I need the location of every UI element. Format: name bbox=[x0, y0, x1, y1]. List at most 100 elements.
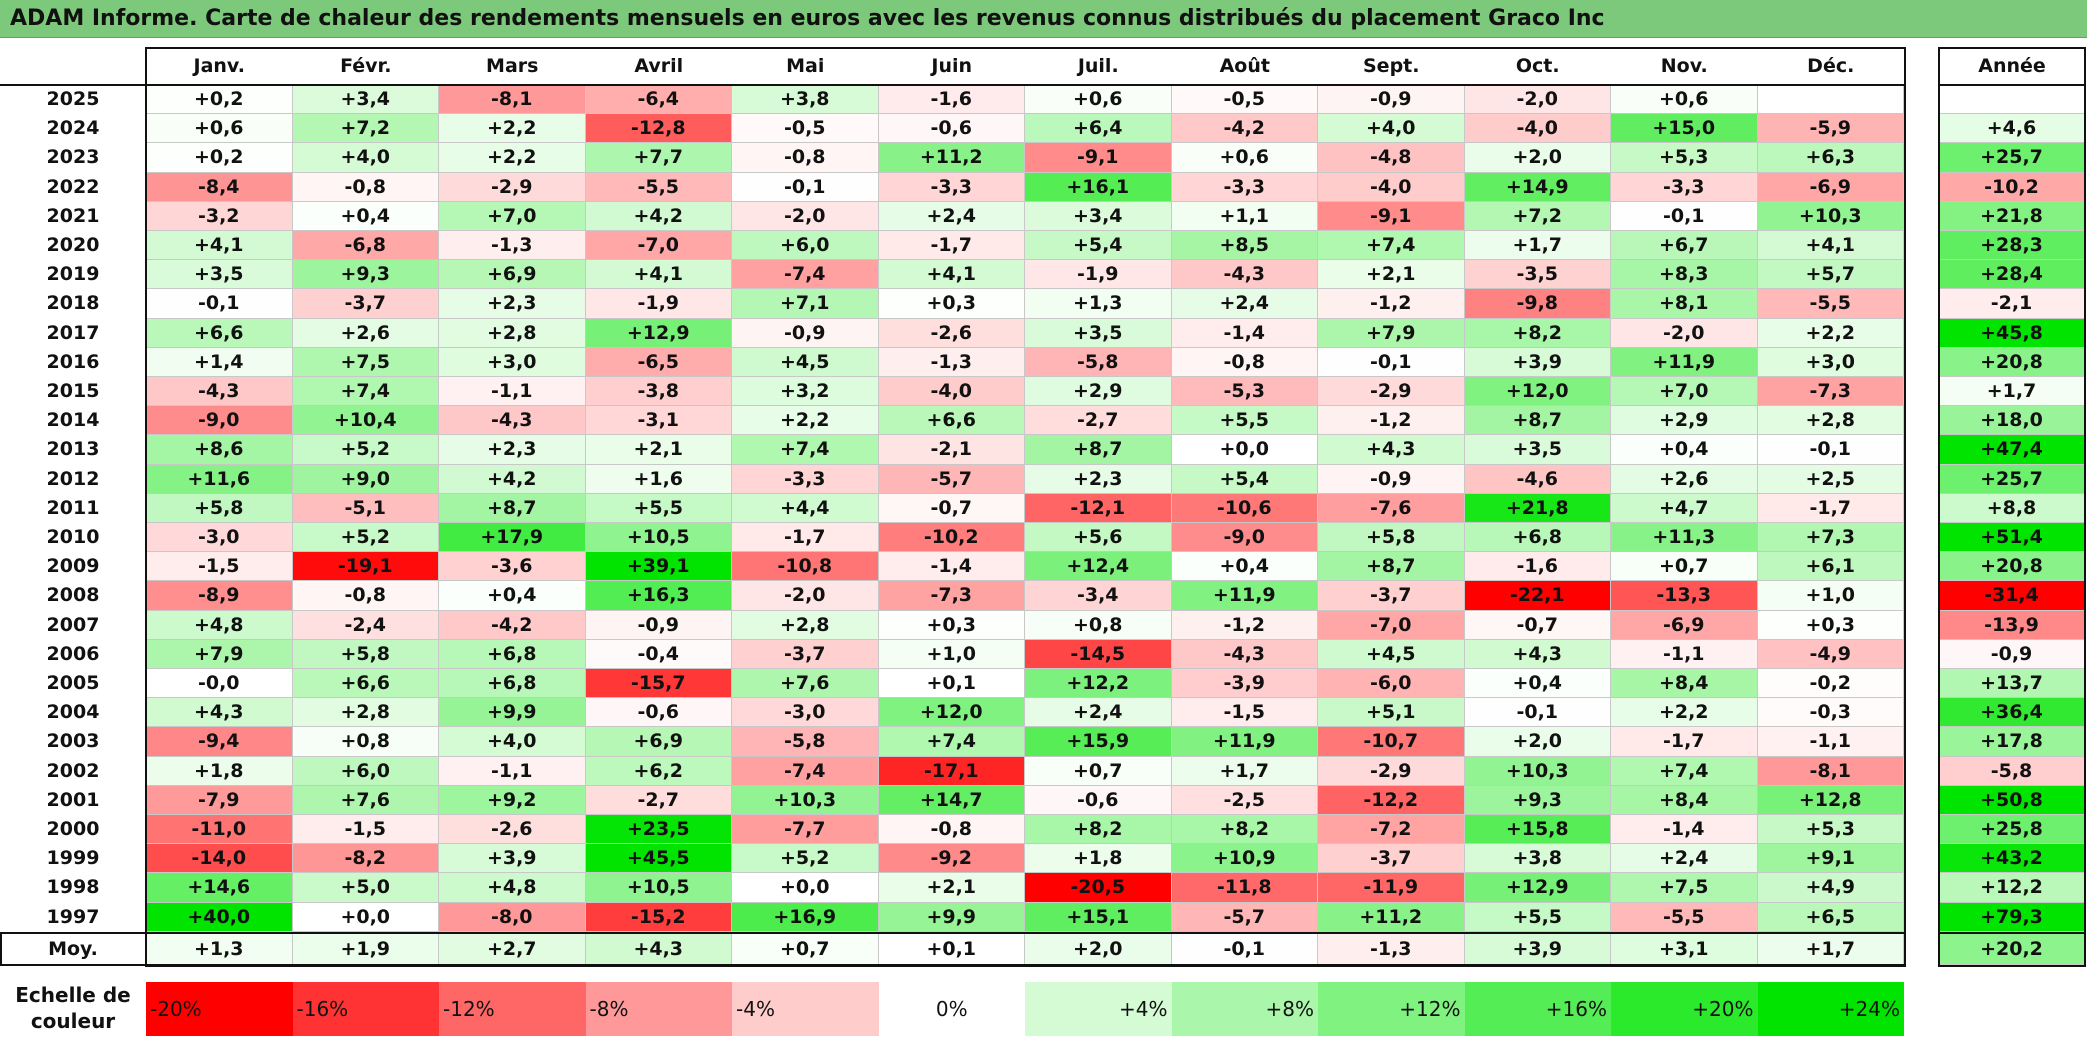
heatmap-cell: +6,7 bbox=[1611, 231, 1758, 261]
annual-cell: +50,8 bbox=[1939, 785, 2085, 815]
heatmap-cell: -4,0 bbox=[878, 377, 1025, 407]
heatmap-cell: -6,0 bbox=[1318, 669, 1465, 699]
heatmap-cell: +16,3 bbox=[585, 581, 732, 611]
heatmap-cell: -1,2 bbox=[1318, 406, 1465, 436]
heatmap-cell: +11,9 bbox=[1611, 347, 1758, 377]
heatmap-cell: +4,1 bbox=[878, 260, 1025, 290]
heatmap-cell: +5,4 bbox=[1171, 464, 1318, 494]
heatmap-cell: +2,1 bbox=[1318, 260, 1465, 290]
heatmap-cell: -1,7 bbox=[878, 231, 1025, 261]
heatmap-cell: -3,6 bbox=[439, 552, 586, 582]
heatmap-cell: +6,8 bbox=[439, 639, 586, 669]
heatmap-cell: -2,9 bbox=[1318, 756, 1465, 786]
heatmap-cell: -1,3 bbox=[878, 347, 1025, 377]
heatmap-cell: +12,4 bbox=[1025, 552, 1172, 582]
heatmap-cell: +2,3 bbox=[1025, 464, 1172, 494]
heatmap-cell: +15,0 bbox=[1611, 114, 1758, 144]
month-header: Août bbox=[1219, 55, 1270, 77]
heatmap-cell: +14,9 bbox=[1464, 172, 1611, 202]
heatmap-cell: -9,1 bbox=[1318, 201, 1465, 231]
heatmap-cell: +2,0 bbox=[1464, 143, 1611, 173]
heatmap-cell: -5,5 bbox=[1611, 902, 1758, 932]
row-year-label: 2002 bbox=[46, 759, 100, 782]
annual-cell: +18,0 bbox=[1939, 406, 2085, 436]
scale-swatch: +16% bbox=[1464, 982, 1611, 1036]
annual-cell: +17,8 bbox=[1939, 727, 2085, 757]
row-year-label: 1997 bbox=[46, 905, 100, 928]
row-year-label: 2014 bbox=[46, 409, 100, 432]
heatmap-cell: -2,1 bbox=[878, 435, 1025, 465]
heatmap-cell: -5,7 bbox=[878, 464, 1025, 494]
heatmap-cell: +2,4 bbox=[1171, 289, 1318, 319]
heatmap-cell: +12,9 bbox=[1464, 873, 1611, 903]
heatmap-cell: +4,1 bbox=[146, 231, 293, 261]
annual-cell: +36,4 bbox=[1939, 698, 2085, 728]
heatmap-cell: -17,1 bbox=[878, 756, 1025, 786]
heatmap-cell: -6,8 bbox=[292, 231, 439, 261]
heatmap-cell: +3,5 bbox=[1464, 435, 1611, 465]
row-year-label: 2005 bbox=[46, 672, 100, 694]
average-cell: +3,9 bbox=[1464, 933, 1611, 965]
heatmap-cell: +4,4 bbox=[732, 493, 879, 523]
heatmap-cell: +2,0 bbox=[1464, 727, 1611, 757]
heatmap-cell: -7,3 bbox=[1757, 377, 1904, 407]
row-year-label: 2012 bbox=[46, 467, 100, 490]
scale-label-line1: Echelle de bbox=[15, 983, 131, 1007]
heatmap-cell: -11,9 bbox=[1318, 873, 1465, 903]
heatmap-cell: -0,5 bbox=[1171, 85, 1318, 115]
heatmap-cell: +6,0 bbox=[292, 756, 439, 786]
heatmap-cell: +6,4 bbox=[1025, 114, 1172, 144]
heatmap-cell: -0,6 bbox=[1025, 785, 1172, 815]
heatmap-cell: -1,5 bbox=[292, 815, 439, 845]
heatmap-cell: +16,9 bbox=[732, 902, 879, 932]
heatmap-cell: -4,2 bbox=[439, 610, 586, 640]
heatmap-cell: +7,6 bbox=[732, 669, 879, 699]
heatmap-cell: +10,3 bbox=[1464, 756, 1611, 786]
heatmap-cell: -8,2 bbox=[292, 844, 439, 874]
row-year-label: 2007 bbox=[46, 613, 100, 636]
heatmap-cell: -5,8 bbox=[732, 727, 879, 757]
heatmap-cell: +15,1 bbox=[1025, 902, 1172, 932]
heatmap-cell: +2,1 bbox=[878, 873, 1025, 903]
heatmap-cell: +21,8 bbox=[1464, 493, 1611, 523]
row-year-label: 2022 bbox=[46, 175, 100, 198]
heatmap-cell: +4,3 bbox=[1464, 639, 1611, 669]
heatmap-cell: +14,6 bbox=[146, 873, 293, 903]
scale-swatch: +24% bbox=[1757, 982, 1904, 1036]
heatmap-cell: +6,8 bbox=[1464, 523, 1611, 553]
heatmap-cell: +8,6 bbox=[146, 435, 293, 465]
heatmap-cell: -0,9 bbox=[732, 318, 879, 348]
scale-label-line2: couleur bbox=[30, 1009, 116, 1033]
heatmap-cell: +10,9 bbox=[1171, 844, 1318, 874]
heatmap-cell: +11,3 bbox=[1611, 523, 1758, 553]
heatmap-cell: -2,9 bbox=[439, 172, 586, 202]
heatmap-cell: +14,7 bbox=[878, 785, 1025, 815]
heatmap-cell: -7,6 bbox=[1318, 493, 1465, 523]
heatmap-cell: +6,9 bbox=[439, 260, 586, 290]
heatmap-cell: -3,7 bbox=[292, 289, 439, 319]
average-cell: +0,7 bbox=[732, 933, 879, 965]
heatmap-cell: -1,1 bbox=[1611, 639, 1758, 669]
heatmap-cell: +8,3 bbox=[1611, 260, 1758, 290]
annual-cell: +20,8 bbox=[1939, 347, 2085, 377]
heatmap-cell: +6,6 bbox=[878, 406, 1025, 436]
row-year-label: 2021 bbox=[46, 204, 100, 227]
heatmap-cell: +7,3 bbox=[1757, 523, 1904, 553]
heatmap-cell: -11,0 bbox=[146, 815, 293, 845]
heatmap-cell: +6,1 bbox=[1757, 552, 1904, 582]
heatmap-cell: +0,3 bbox=[1757, 610, 1904, 640]
heatmap-cell: -2,0 bbox=[732, 581, 879, 611]
heatmap-cell: -1,4 bbox=[1171, 318, 1318, 348]
heatmap-cell: +1,8 bbox=[1025, 844, 1172, 874]
annual-cell: +45,8 bbox=[1939, 318, 2085, 348]
heatmap-cell: +6,6 bbox=[146, 318, 293, 348]
row-year-label: 2016 bbox=[46, 350, 100, 373]
heatmap-cell: -1,1 bbox=[439, 756, 586, 786]
heatmap-cell: -1,4 bbox=[1611, 815, 1758, 845]
heatmap-cell: +4,5 bbox=[1318, 639, 1465, 669]
row-year-label: 2008 bbox=[46, 584, 100, 607]
heatmap-cell: -2,4 bbox=[292, 610, 439, 640]
heatmap-cell: +9,0 bbox=[292, 464, 439, 494]
average-cell: +0,1 bbox=[878, 933, 1025, 965]
heatmap-cell: -6,5 bbox=[585, 347, 732, 377]
